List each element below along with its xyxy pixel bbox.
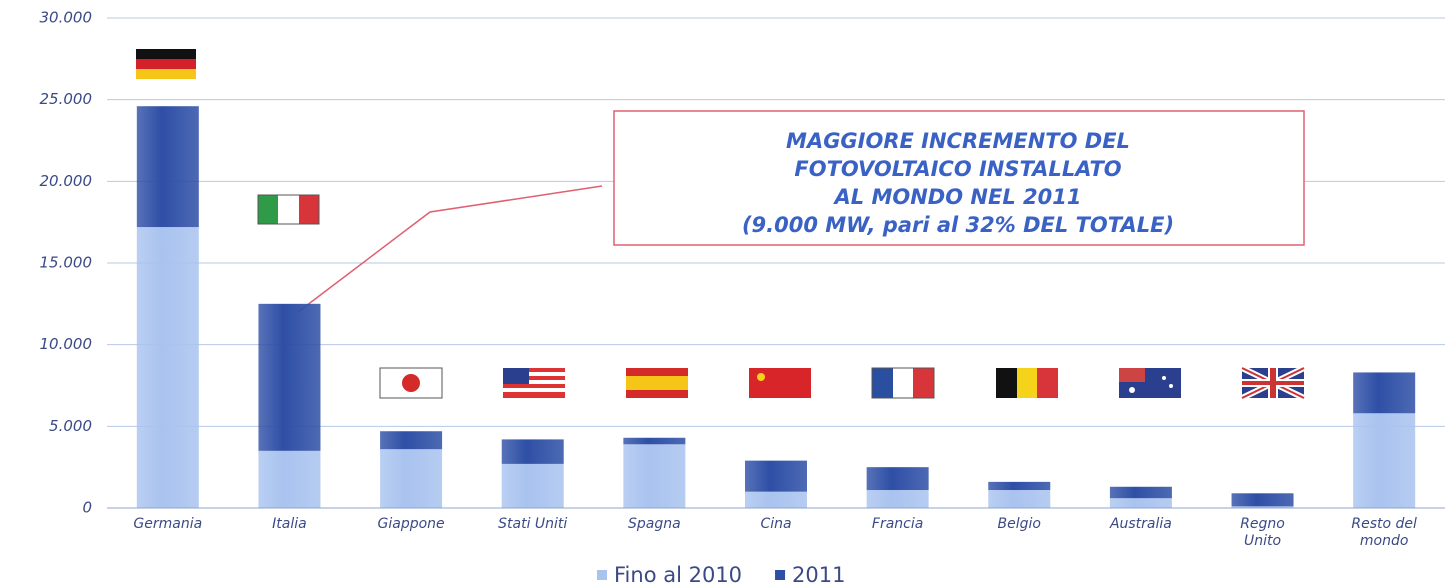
x-tick-label: Resto del mondo	[1351, 516, 1417, 549]
y-tick-label: 25.000	[40, 90, 93, 108]
bar-segment	[623, 437, 686, 445]
bar-segment	[866, 467, 929, 491]
bar-segment	[1109, 486, 1172, 499]
legend-label: 2011	[792, 563, 845, 586]
bar-segment	[1231, 493, 1294, 507]
annotation-text: (9.000 MW, pari al 32% DEL TOTALE)	[742, 213, 1174, 237]
y-tick-label: 5.000	[49, 417, 92, 435]
bar-segment	[988, 490, 1051, 508]
x-tick-label: Regno Unito	[1240, 516, 1285, 549]
bar-segment	[745, 491, 807, 508]
annotation-text: FOTOVOLTAICO INSTALLATO	[794, 157, 1121, 181]
legend-swatch	[775, 570, 786, 580]
x-tick-label: Spagna	[628, 516, 681, 532]
flags	[136, 49, 1306, 401]
bar-segment	[380, 449, 443, 508]
y-tick-label: 0	[82, 499, 92, 517]
bar-segment	[258, 303, 321, 451]
y-tick-label: 20.000	[40, 172, 93, 190]
annotation-text: MAGGIORE INCREMENTO DEL	[786, 129, 1130, 153]
bar-segment	[1109, 498, 1172, 508]
x-tick-label: Italia	[272, 516, 307, 532]
bar-segment	[136, 106, 199, 228]
x-tick-label: Giappone	[377, 516, 445, 532]
bar-segment	[258, 450, 321, 508]
x-tick-label: Belgio	[997, 516, 1041, 532]
bar-segment	[866, 490, 929, 508]
legend-label: Fino al 2010	[614, 563, 742, 586]
bar-segment	[623, 444, 686, 508]
bar-segment	[1353, 372, 1416, 414]
annotation-box	[613, 110, 1305, 246]
y-tick-label: 15.000	[40, 254, 93, 272]
x-tick-label: Stati Uniti	[498, 516, 568, 532]
bar-segment	[501, 463, 564, 508]
callout-line	[297, 185, 603, 313]
x-tick-label: Francia	[871, 516, 924, 532]
bar-segment	[745, 460, 807, 492]
bar-segment	[1231, 506, 1294, 508]
y-tick-label: 30.000	[40, 9, 93, 27]
bar-segment	[380, 431, 443, 450]
bar-segment	[988, 481, 1051, 491]
x-tick-label: Cina	[760, 516, 792, 532]
legend-swatch	[597, 570, 607, 580]
y-tick-label: 10.000	[40, 335, 93, 353]
bar-segment	[1353, 413, 1416, 508]
annotation-text: AL MONDO NEL 2011	[833, 185, 1082, 209]
bar-segment	[501, 439, 564, 464]
x-tick-label: Germania	[133, 516, 203, 532]
bar-segment	[136, 227, 199, 509]
x-tick-label: Australia	[1109, 516, 1172, 532]
